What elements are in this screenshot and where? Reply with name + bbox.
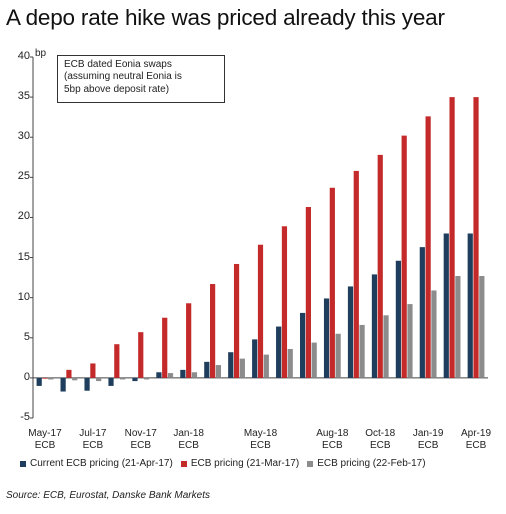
bar-series-2 <box>162 317 168 378</box>
bar-series-1 <box>323 298 330 378</box>
x-tick-label: Apr-19 ECB <box>461 428 492 451</box>
bar-series-2 <box>233 263 240 378</box>
x-tick-label: May-17 ECB <box>28 428 62 451</box>
bar-series-1 <box>180 369 186 378</box>
bar-series-1 <box>467 233 473 378</box>
bar-series-1 <box>60 377 66 392</box>
y-tick-label: 35 <box>17 90 30 103</box>
bar-series-1 <box>419 247 425 378</box>
y-tick-label: 15 <box>17 250 30 263</box>
bar-series-3 <box>239 358 245 378</box>
bar-series-3 <box>383 315 389 378</box>
legend-label-current: Current ECB pricing (21-Apr-17) <box>30 458 173 469</box>
legend-swatch-current <box>20 460 26 467</box>
bar-series-2 <box>114 344 120 378</box>
bar-series-1 <box>371 274 378 378</box>
bar-series-3 <box>48 377 54 380</box>
legend-swatch-feb <box>307 460 314 467</box>
bar-series-2 <box>138 332 144 378</box>
bar-series-1 <box>36 377 42 386</box>
legend-item-mar: ECB pricing (21-Mar-17) <box>180 458 300 469</box>
bar-series-3 <box>335 333 341 378</box>
legend-label-mar: ECB pricing (21-Mar-17) <box>190 458 300 469</box>
bar-series-1 <box>299 312 306 378</box>
bar-series-1 <box>108 377 114 386</box>
bar-series-2 <box>257 244 264 378</box>
bar-series-3 <box>96 377 102 382</box>
bar-series-2 <box>425 116 431 378</box>
bar-series-2 <box>401 135 407 378</box>
bar-series-1 <box>156 372 162 378</box>
bar-series-1 <box>276 326 282 378</box>
chart-title: A depo rate hike was priced already this… <box>6 5 445 30</box>
y-tick-label: 10 <box>17 290 30 303</box>
bar-series-3 <box>359 324 365 378</box>
annotation-box: ECB dated Eonia swaps (assuming neutral … <box>57 55 225 103</box>
bar-series-3 <box>311 342 317 378</box>
x-tick-label: Aug-18 ECB <box>316 428 349 451</box>
bar-series-3 <box>143 377 150 380</box>
bar-series-3 <box>287 349 293 378</box>
bar-series-3 <box>263 354 269 378</box>
y-tick-label: 30 <box>17 130 30 143</box>
y-tick-label: 0 <box>23 370 30 383</box>
legend-item-current: Current ECB pricing (21-Apr-17) <box>20 458 173 469</box>
source-note: Source: ECB, Eurostat, Danske Bank Marke… <box>6 490 210 501</box>
y-tick-label: -5 <box>20 411 30 423</box>
bar-series-1 <box>347 286 354 378</box>
bar-series-2 <box>329 187 335 378</box>
bar-series-2 <box>90 363 96 378</box>
y-unit-label: bp <box>35 48 47 59</box>
y-tick-label: 20 <box>17 210 30 223</box>
bar-series-1 <box>228 352 234 378</box>
x-tick-label: Jul-17 ECB <box>79 428 107 451</box>
y-tick-label: 25 <box>17 170 30 183</box>
x-tick-label: Jan-18 ECB <box>173 428 204 451</box>
bar-series-3 <box>479 276 485 378</box>
bar-series-2 <box>353 170 359 378</box>
x-tick-label: May-18 ECB <box>243 428 278 451</box>
bar-series-1 <box>252 339 258 378</box>
bar-series-1 <box>204 361 210 378</box>
bar-series-1 <box>395 260 401 378</box>
legend-item-feb: ECB pricing (22-Feb-17) <box>307 458 426 469</box>
bar-series-3 <box>72 377 78 381</box>
bar-series-2 <box>66 369 72 378</box>
bar-series-2 <box>210 284 216 378</box>
bar-series-1 <box>443 233 449 378</box>
bar-series-3 <box>431 290 437 378</box>
bar-series-2 <box>281 226 288 378</box>
x-tick-label: Jan-19 ECB <box>412 428 444 451</box>
bar-series-1 <box>132 377 138 382</box>
x-tick-label: Nov-17 ECB <box>124 428 157 451</box>
y-tick-label: 5 <box>23 330 30 343</box>
x-tick-label: Oct-18 ECB <box>365 428 396 451</box>
legend: Current ECB pricing (21-Apr-17) ECB pric… <box>20 458 434 469</box>
bar-series-3 <box>455 276 461 378</box>
bar-series-3 <box>167 373 174 378</box>
y-tick-label: 40 <box>17 50 30 62</box>
bar-series-2 <box>473 97 479 378</box>
bar-series-2 <box>449 97 455 378</box>
bar-series-1 <box>84 377 90 391</box>
legend-label-feb: ECB pricing (22-Feb-17) <box>317 458 426 469</box>
bar-series-2 <box>186 303 192 378</box>
bar-series-3 <box>120 377 126 380</box>
legend-swatch-mar <box>180 460 187 467</box>
bar-series-3 <box>215 365 222 378</box>
bar-series-3 <box>191 372 198 378</box>
bar-series-2 <box>42 377 48 379</box>
bar-series-2 <box>305 207 311 378</box>
bar-series-3 <box>407 304 413 378</box>
bar-series-2 <box>377 154 383 378</box>
